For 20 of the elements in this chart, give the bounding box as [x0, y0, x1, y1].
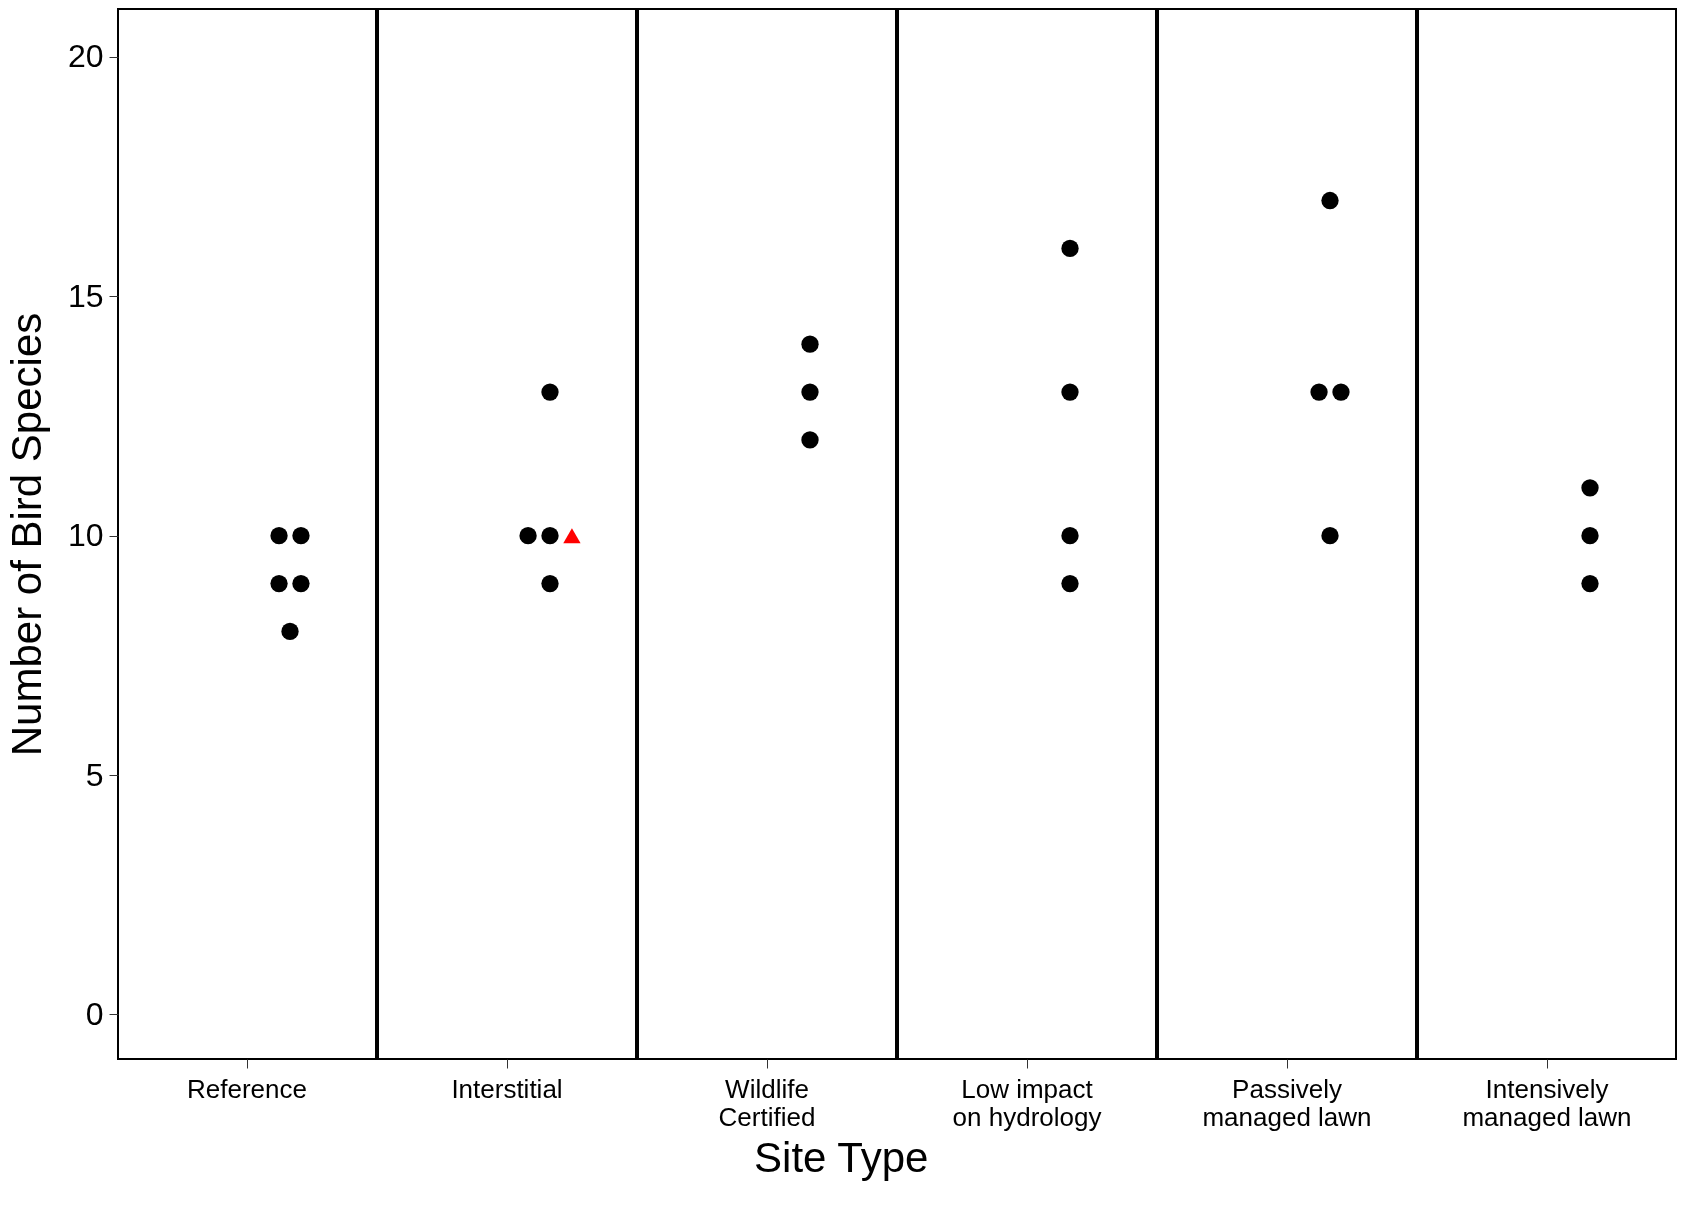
- point: [270, 574, 288, 593]
- point: [1061, 527, 1079, 545]
- x-tick-label: Interstitial: [451, 1073, 563, 1104]
- y-tick-label: 0: [85, 995, 104, 1032]
- y-tick-label: 15: [67, 277, 104, 314]
- point: [1061, 383, 1079, 401]
- y-tick-label: 10: [67, 517, 104, 554]
- point: [1061, 574, 1079, 593]
- x-tick-label: Wildlife Certified: [718, 1073, 816, 1132]
- y-axis-title: Number of Bird Species: [2, 312, 50, 757]
- x-tick-label: Intensively managed lawn: [1462, 1073, 1632, 1132]
- x-tick-label: Low impact on hydrology: [952, 1073, 1102, 1132]
- y-tick-label: 5: [85, 756, 104, 793]
- point: [1061, 239, 1079, 258]
- y-tick-label: 20: [67, 38, 104, 75]
- point: [292, 527, 310, 545]
- text: Site Type: [754, 1134, 929, 1181]
- x-tick-label: Passively managed lawn: [1202, 1073, 1372, 1132]
- point: [281, 622, 299, 641]
- x-tick-label: Reference: [187, 1073, 307, 1104]
